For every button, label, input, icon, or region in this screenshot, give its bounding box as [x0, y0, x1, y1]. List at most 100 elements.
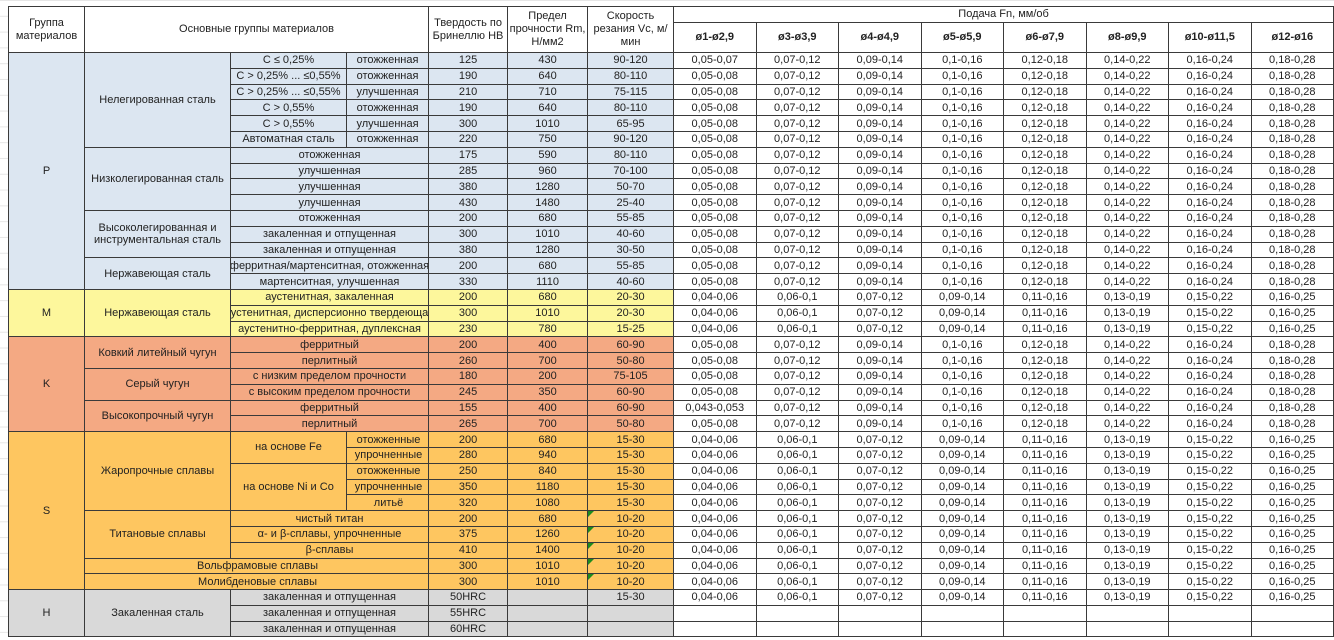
header-main-groups[interactable]: Основные группы материалов	[83, 6, 430, 53]
cutting-speed-vc[interactable]: 15-30	[587, 589, 675, 606]
material-treatment[interactable]: улучшенная	[229, 194, 430, 211]
strength-rm[interactable]: 840	[507, 462, 589, 480]
material-treatment[interactable]: отожженные	[345, 431, 430, 448]
hardness-hb[interactable]: 300	[428, 304, 509, 322]
feed-value[interactable]: 0,14-0,22	[1085, 383, 1170, 401]
feed-value[interactable]: 0,07-0,12	[755, 162, 840, 180]
feed-value[interactable]: 0,15-0,22	[1168, 510, 1252, 527]
feed-value[interactable]: 0,07-0,12	[838, 304, 922, 322]
feed-value[interactable]: 0,07-0,12	[755, 399, 840, 417]
header-diameter[interactable]: ø6-ø7,9	[1003, 22, 1087, 53]
feed-value[interactable]: 0,06-0,1	[755, 478, 840, 496]
feed-value[interactable]: 0,05-0,08	[673, 178, 757, 196]
cutting-speed-vc[interactable]: 75-115	[587, 83, 675, 101]
strength-rm[interactable]: 1080	[507, 494, 589, 512]
feed-value[interactable]: 0,07-0,12	[755, 225, 840, 243]
feed-value[interactable]: 0,13-0,19	[1085, 446, 1170, 464]
feed-value[interactable]: 0,05-0,08	[673, 352, 757, 369]
feed-value[interactable]: 0,13-0,19	[1085, 525, 1170, 543]
feed-value[interactable]: 0,11-0,16	[1003, 494, 1087, 512]
material-subgroup[interactable]: Вольфрамовые сплавы	[83, 557, 430, 575]
feed-value[interactable]: 0,05-0,08	[673, 115, 757, 132]
feed-value[interactable]: 0,05-0,07	[673, 52, 757, 69]
strength-rm[interactable]: 200	[507, 367, 589, 385]
feed-value[interactable]: 0,09-0,14	[920, 494, 1005, 512]
feed-value[interactable]: 0,07-0,12	[838, 525, 922, 543]
feed-value[interactable]: 0,15-0,22	[1168, 525, 1252, 543]
strength-rm[interactable]: 430	[507, 52, 589, 69]
feed-value[interactable]: 0,05-0,08	[673, 241, 757, 259]
material-treatment[interactable]: ферритный	[229, 399, 430, 417]
feed-value[interactable]: 0,05-0,08	[673, 162, 757, 180]
feed-value[interactable]: 0,07-0,12	[838, 573, 922, 591]
hardness-hb[interactable]: 320	[428, 494, 509, 512]
hardness-hb[interactable]: 430	[428, 194, 509, 211]
feed-value[interactable]: 0,05-0,08	[673, 273, 757, 290]
material-base[interactable]: на основе Ni и Co	[230, 462, 347, 512]
feed-value[interactable]: 0,18-0,28	[1250, 209, 1334, 227]
feed-value[interactable]: 0,05-0,08	[673, 336, 757, 354]
feed-value[interactable]: 0,09-0,14	[920, 557, 1005, 575]
hardness-hb[interactable]: 210	[428, 83, 509, 101]
feed-value[interactable]: 0,12-0,18	[1003, 273, 1087, 290]
feed-value[interactable]: 0,15-0,22	[1168, 446, 1252, 464]
feed-value[interactable]: 0,09-0,14	[838, 399, 922, 417]
material-subgroup[interactable]: Низколегированная сталь	[84, 146, 231, 211]
material-subgroup[interactable]: Нержавеющая сталь	[84, 257, 231, 290]
feed-value[interactable]: 0,14-0,22	[1085, 336, 1170, 354]
material-treatment[interactable]: отожженная	[229, 146, 430, 164]
feed-value[interactable]: 0,07-0,12	[755, 130, 840, 148]
feed-value[interactable]: 0,04-0,06	[673, 478, 757, 496]
material-treatment[interactable]: отожженная	[345, 99, 430, 117]
strength-rm[interactable]: 700	[507, 415, 589, 433]
feed-value[interactable]	[1250, 604, 1334, 622]
feed-value[interactable]: 0,18-0,28	[1250, 415, 1334, 433]
feed-value[interactable]: 0,13-0,19	[1085, 541, 1170, 559]
hardness-hb[interactable]: 410	[428, 541, 509, 559]
feed-value[interactable]: 0,12-0,18	[1003, 241, 1087, 259]
strength-rm[interactable]	[507, 604, 589, 622]
feed-value[interactable]: 0,16-0,24	[1168, 146, 1252, 164]
feed-value[interactable]: 0,15-0,22	[1168, 573, 1252, 591]
feed-value[interactable]: 0,05-0,08	[673, 130, 757, 148]
strength-rm[interactable]: 1010	[507, 557, 589, 575]
material-treatment[interactable]: ферритная/мартенситная, отожженная	[229, 257, 430, 275]
feed-value[interactable]: 0,06-0,1	[755, 510, 840, 527]
header-strength[interactable]: Предел прочности Rm, Н/мм2	[507, 6, 589, 53]
strength-rm[interactable]: 400	[507, 336, 589, 354]
strength-rm[interactable]: 1010	[507, 115, 589, 132]
feed-value[interactable]: 0,09-0,14	[838, 146, 922, 164]
feed-value[interactable]	[1085, 620, 1170, 638]
hardness-hb[interactable]: 200	[428, 209, 509, 227]
material-subgroup[interactable]: Нержавеющая сталь	[84, 288, 231, 338]
hardness-hb[interactable]: 200	[428, 336, 509, 354]
feed-value[interactable]: 0,14-0,22	[1085, 67, 1170, 85]
feed-value[interactable]: 0,09-0,14	[838, 367, 922, 385]
feed-value[interactable]: 0,11-0,16	[1003, 478, 1087, 496]
feed-value[interactable]: 0,16-0,24	[1168, 194, 1252, 211]
feed-value[interactable]: 0,04-0,06	[673, 494, 757, 512]
material-treatment[interactable]: закаленная и отпущенная	[229, 589, 430, 606]
strength-rm[interactable]: 1110	[507, 273, 589, 290]
hardness-hb[interactable]: 125	[428, 52, 509, 69]
feed-value[interactable]: 0,13-0,19	[1085, 494, 1170, 512]
feed-value[interactable]: 0,11-0,16	[1003, 446, 1087, 464]
feed-value[interactable]: 0,14-0,22	[1085, 367, 1170, 385]
feed-value[interactable]: 0,12-0,18	[1003, 399, 1087, 417]
feed-value[interactable]: 0,18-0,28	[1250, 83, 1334, 101]
feed-value[interactable]: 0,07-0,12	[755, 146, 840, 164]
feed-value[interactable]: 0,16-0,24	[1168, 52, 1252, 69]
feed-value[interactable]: 0,07-0,12	[755, 336, 840, 354]
cutting-speed-vc[interactable]: 50-70	[587, 178, 675, 196]
cutting-speed-vc[interactable]: 55-85	[587, 209, 675, 227]
feed-value[interactable]: 0,11-0,16	[1003, 541, 1087, 559]
header-feed[interactable]: Подача Fn, мм/об	[673, 6, 1334, 23]
material-treatment[interactable]: упрочненные	[345, 478, 430, 496]
feed-value[interactable]: 0,1-0,16	[920, 367, 1005, 385]
feed-value[interactable]: 0,12-0,18	[1003, 225, 1087, 243]
feed-value[interactable]: 0,09-0,14	[920, 462, 1005, 480]
feed-value[interactable]: 0,09-0,14	[920, 431, 1005, 448]
strength-rm[interactable]: 1010	[507, 304, 589, 322]
feed-value[interactable]: 0,13-0,19	[1085, 431, 1170, 448]
feed-value[interactable]: 0,12-0,18	[1003, 383, 1087, 401]
